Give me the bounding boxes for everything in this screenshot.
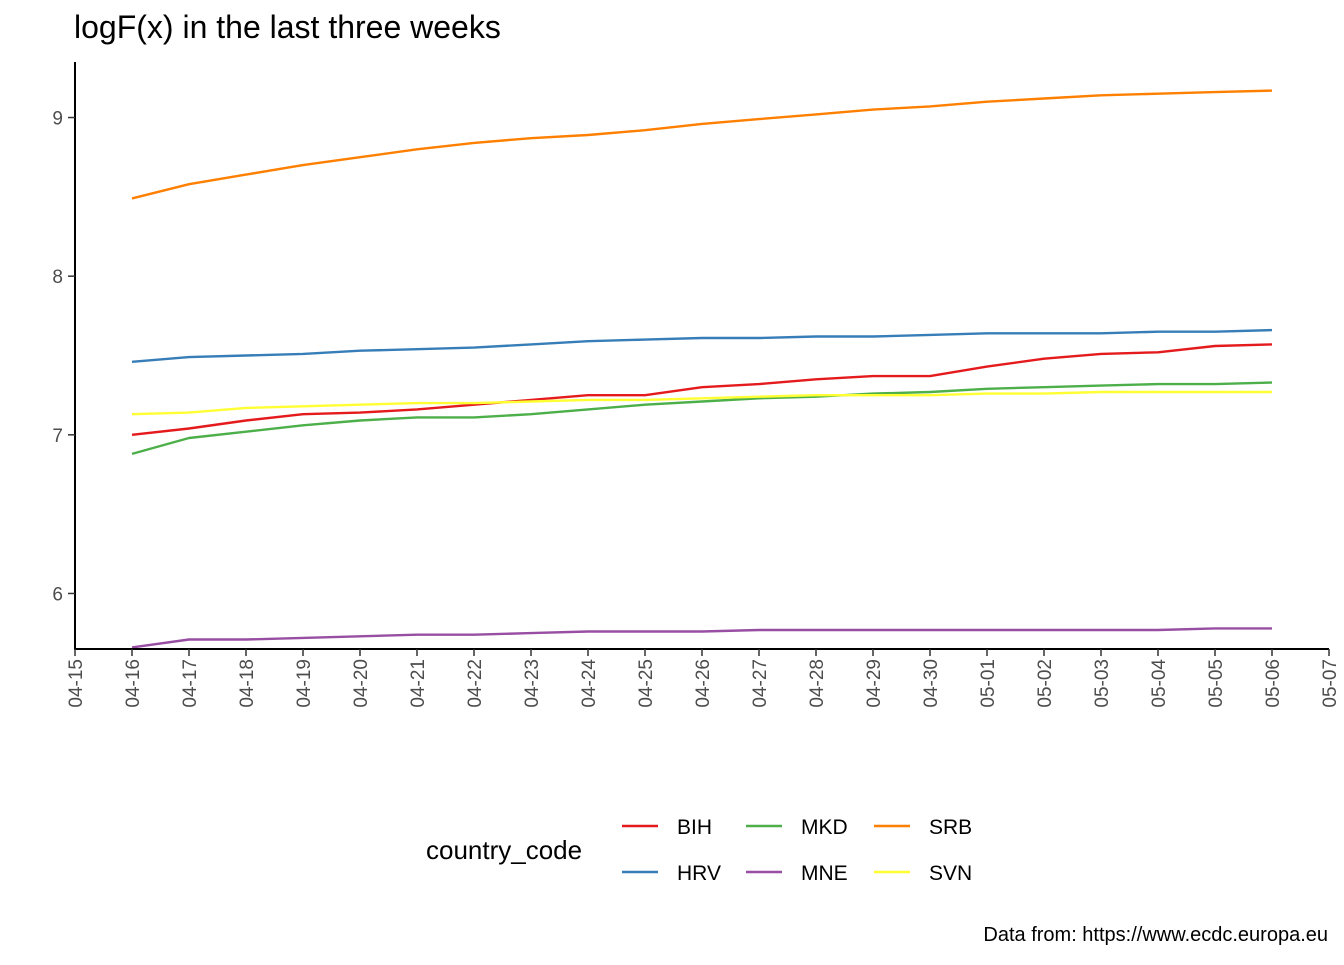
plot-area xyxy=(131,89,1273,649)
x-tick-label-05-05: 05-05 xyxy=(1206,659,1227,708)
series-line-mne xyxy=(131,627,1272,649)
series-line-bih xyxy=(131,343,1273,436)
x-tick-label-04-28: 04-28 xyxy=(807,659,828,708)
axes: 6 7 8 9 04-15 04-16 04-17 04-18 04-19 04-20 04-21 0… xyxy=(52,62,1341,708)
x-tick-label-04-21: 04-21 xyxy=(408,659,429,708)
legend-label-svn: SVN xyxy=(929,862,972,885)
legend-title: country_code xyxy=(426,835,582,865)
x-tick-label-05-06: 05-06 xyxy=(1263,659,1284,708)
x-tick-label-04-19: 04-19 xyxy=(294,659,315,708)
x-tick-label-04-27: 04-27 xyxy=(750,659,771,708)
x-tick-label-04-30: 04-30 xyxy=(921,659,942,708)
legend-label-bih: BIH xyxy=(677,816,712,839)
series-line-srb xyxy=(131,89,1273,200)
y-tick-label-9: 9 xyxy=(52,109,63,130)
x-tick-label-04-16: 04-16 xyxy=(123,659,144,708)
x-tick-label-04-29: 04-29 xyxy=(864,659,885,708)
series-line-hrv xyxy=(131,328,1273,363)
y-tick-label-7: 7 xyxy=(52,426,63,447)
caption: Data from: https://www.ecdc.europa.eu xyxy=(983,924,1328,946)
x-tick-label-04-26: 04-26 xyxy=(693,659,714,708)
x-tick-label-04-24: 04-24 xyxy=(579,659,600,708)
series-line-svn xyxy=(131,390,1272,416)
y-tick-label-8: 8 xyxy=(52,267,63,288)
series-line-mkd xyxy=(131,381,1273,456)
x-tick-label-04-17: 04-17 xyxy=(180,659,201,708)
x-tick-label-05-02: 05-02 xyxy=(1035,659,1056,708)
chart-title: logF(x) in the last three weeks xyxy=(74,9,501,45)
legend-label-hrv: HRV xyxy=(677,862,721,885)
x-tick-label-04-22: 04-22 xyxy=(465,659,486,708)
x-tick-label-05-01: 05-01 xyxy=(978,659,999,708)
legend-label-srb: SRB xyxy=(929,816,972,839)
x-tick-label-05-04: 05-04 xyxy=(1149,659,1170,708)
x-tick-label-04-18: 04-18 xyxy=(237,659,258,708)
y-tick-label-6: 6 xyxy=(52,584,63,605)
x-tick-label-04-15: 04-15 xyxy=(66,659,87,708)
x-tick-label-05-07: 05-07 xyxy=(1320,659,1341,708)
x-tick-label-04-20: 04-20 xyxy=(351,659,372,708)
legend: country_code BIH HRV MKD MNE SRB SVN xyxy=(426,816,972,885)
legend-label-mne: MNE xyxy=(801,862,848,885)
x-tick-label-05-03: 05-03 xyxy=(1092,659,1113,708)
x-tick-label-04-23: 04-23 xyxy=(522,659,543,708)
legend-label-mkd: MKD xyxy=(801,816,848,839)
x-tick-label-04-25: 04-25 xyxy=(636,659,657,708)
